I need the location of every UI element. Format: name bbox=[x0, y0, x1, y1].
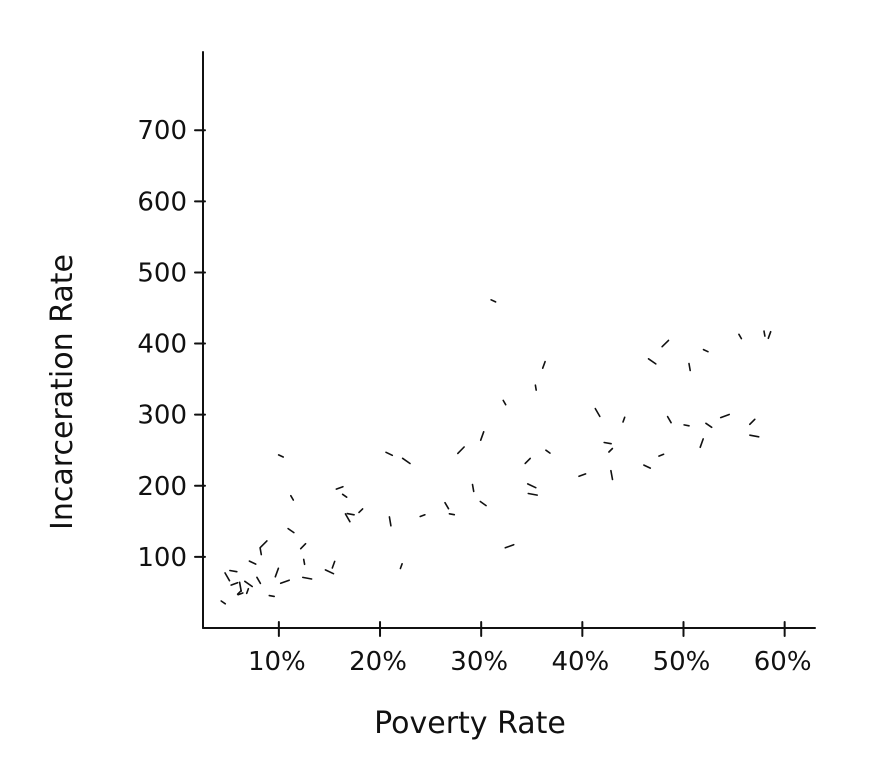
data-point bbox=[331, 560, 336, 569]
y-tick-label: 100 bbox=[137, 543, 187, 573]
data-point bbox=[335, 485, 344, 490]
data-point bbox=[502, 399, 507, 406]
data-point bbox=[748, 418, 756, 426]
data-point bbox=[244, 580, 253, 588]
data-point bbox=[767, 330, 772, 340]
data-point bbox=[763, 330, 766, 337]
data-point bbox=[324, 569, 335, 575]
data-point bbox=[578, 473, 587, 478]
x-tick-label: 40% bbox=[551, 647, 609, 677]
data-point bbox=[245, 587, 250, 595]
data-point bbox=[490, 298, 497, 303]
data-point bbox=[279, 579, 291, 585]
data-point bbox=[346, 512, 355, 516]
x-tick-label: 20% bbox=[349, 647, 407, 677]
axes bbox=[202, 51, 816, 629]
x-axis-title: Poverty Rate bbox=[374, 706, 566, 741]
y-tick-label: 600 bbox=[137, 187, 187, 217]
data-point bbox=[299, 542, 307, 550]
data-point bbox=[738, 333, 743, 340]
x-tick-label: 50% bbox=[653, 647, 711, 677]
data-point bbox=[479, 430, 485, 442]
data-point bbox=[229, 569, 238, 573]
data-point bbox=[545, 449, 551, 454]
data-point bbox=[683, 424, 690, 427]
data-point bbox=[699, 438, 705, 449]
data-point bbox=[230, 581, 239, 586]
data-point bbox=[224, 572, 231, 582]
data-point bbox=[526, 483, 537, 489]
data-point bbox=[448, 512, 456, 516]
y-tick-label: 400 bbox=[137, 330, 187, 360]
data-point bbox=[527, 492, 539, 496]
data-point bbox=[385, 451, 394, 457]
x-tick-label: 10% bbox=[248, 647, 306, 677]
data-point bbox=[705, 422, 713, 429]
data-point bbox=[388, 516, 392, 527]
data-point bbox=[277, 454, 285, 458]
data-point bbox=[401, 457, 411, 465]
x-tick-label: 30% bbox=[450, 647, 508, 677]
data-point bbox=[259, 546, 263, 556]
data-point bbox=[749, 434, 760, 438]
x-tick-label: 60% bbox=[754, 647, 812, 677]
data-point bbox=[643, 464, 652, 469]
data-point bbox=[259, 540, 268, 549]
data-point bbox=[534, 384, 538, 391]
data-point bbox=[256, 576, 262, 585]
data-point bbox=[248, 560, 257, 565]
data-point bbox=[702, 348, 709, 353]
data-point bbox=[344, 513, 351, 523]
data-point bbox=[719, 413, 731, 419]
data-point bbox=[419, 513, 426, 518]
data-point bbox=[238, 581, 242, 593]
data-point bbox=[289, 494, 295, 501]
data-point bbox=[666, 415, 672, 424]
data-point bbox=[302, 558, 306, 566]
y-axis-ticks: 100 200 300 400 500 600 700 bbox=[137, 116, 206, 573]
data-point bbox=[610, 469, 614, 481]
y-tick-label: 700 bbox=[137, 116, 187, 146]
data-point bbox=[603, 441, 612, 445]
y-axis-title: Incarceration Rate bbox=[45, 254, 80, 530]
data-point bbox=[301, 576, 313, 580]
data-point bbox=[608, 447, 614, 453]
data-point bbox=[594, 407, 601, 418]
data-point bbox=[358, 508, 364, 514]
data-point bbox=[268, 594, 276, 598]
data-point bbox=[220, 600, 227, 605]
data-point bbox=[504, 543, 515, 549]
data-point bbox=[524, 457, 532, 465]
data-point bbox=[444, 501, 450, 510]
data-point bbox=[341, 493, 348, 499]
data-point bbox=[456, 446, 465, 455]
y-tick-label: 300 bbox=[137, 401, 187, 431]
y-tick-label: 200 bbox=[137, 472, 187, 502]
data-point bbox=[622, 416, 626, 423]
data-point bbox=[479, 500, 487, 507]
data-point bbox=[399, 562, 403, 570]
x-axis-ticks: 10% 20% 30% 40% 50% 60% bbox=[248, 621, 812, 677]
y-tick-label: 500 bbox=[137, 258, 187, 288]
data-points bbox=[220, 298, 772, 605]
data-point bbox=[658, 453, 665, 457]
data-point bbox=[541, 360, 546, 370]
data-point bbox=[661, 339, 670, 348]
data-point bbox=[688, 362, 692, 372]
data-point bbox=[237, 592, 244, 596]
data-point bbox=[647, 357, 657, 365]
data-point bbox=[274, 567, 280, 578]
data-point bbox=[287, 527, 295, 534]
data-point bbox=[471, 483, 475, 493]
